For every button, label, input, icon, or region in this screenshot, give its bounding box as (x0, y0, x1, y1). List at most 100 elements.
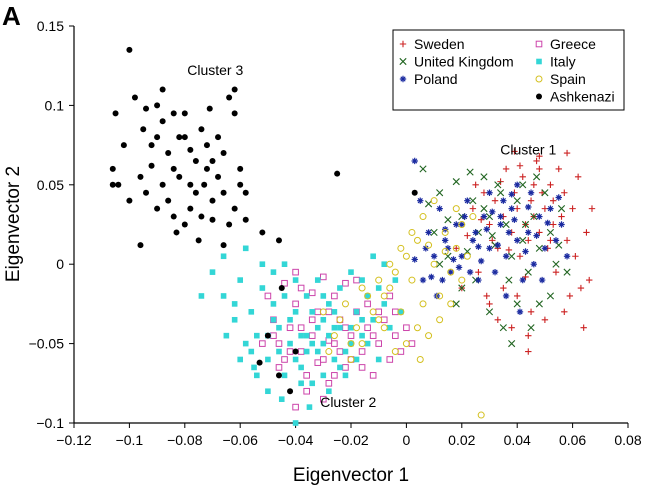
legend-label: Sweden (414, 36, 465, 52)
data-point (502, 220, 510, 229)
data-point (264, 292, 272, 300)
data-point (499, 324, 507, 332)
x-axis-ticks: −0.12 −0.1 −0.08 −0.06 −0.04 −0.02 0 0.02 0.04 0.… (56, 423, 642, 448)
data-point (297, 348, 305, 355)
data-point (519, 276, 526, 284)
data-point (574, 173, 582, 181)
data-point (419, 276, 427, 284)
data-point (231, 110, 238, 117)
legend-item: Italy (536, 54, 576, 70)
data-point (287, 388, 294, 395)
data-point (242, 189, 249, 196)
data-point (508, 324, 515, 331)
data-point (326, 301, 332, 307)
data-point (419, 300, 427, 308)
y-axis-title: Eigenvector 2 (3, 166, 24, 282)
data-point (452, 300, 460, 308)
data-point (561, 189, 568, 196)
legend-label: Poland (414, 71, 458, 87)
data-point (541, 189, 549, 197)
data-point (480, 213, 488, 220)
x-tick-label: 0.06 (559, 432, 586, 448)
data-point (430, 253, 438, 260)
data-point (508, 191, 515, 198)
data-point (309, 380, 316, 387)
legend-label: Spain (550, 71, 586, 87)
data-point (165, 197, 172, 204)
data-point (358, 284, 366, 292)
data-point (514, 205, 521, 212)
data-point (187, 146, 194, 153)
data-point (475, 243, 482, 250)
data-point (154, 102, 161, 109)
data-point (275, 340, 283, 347)
data-point (550, 221, 557, 228)
data-point (209, 157, 216, 164)
data-point (195, 237, 202, 244)
data-point (181, 221, 188, 228)
data-point (397, 308, 405, 316)
data-point (514, 292, 521, 300)
data-point (242, 340, 249, 347)
legend-marker (535, 75, 543, 83)
data-point (120, 142, 127, 149)
data-point (439, 276, 446, 284)
data-point (223, 332, 230, 339)
data-point (348, 324, 354, 331)
y-tick-label: 0 (56, 256, 64, 272)
data-point (552, 268, 560, 276)
data-point (555, 241, 563, 249)
data-point (264, 332, 271, 339)
data-point (337, 285, 343, 291)
data-point (331, 356, 338, 363)
data-point (297, 284, 305, 292)
data-point (364, 300, 371, 308)
data-point (558, 221, 565, 228)
data-point (131, 94, 138, 101)
data-point (436, 316, 444, 324)
data-point (342, 364, 349, 371)
data-point (347, 332, 355, 339)
data-point (342, 372, 349, 379)
data-point (466, 168, 474, 176)
data-point (187, 205, 194, 212)
data-point (143, 105, 150, 112)
data-point (181, 134, 188, 141)
cluster-annotations: Cluster 1 Cluster 2 Cluster 3 (187, 62, 556, 410)
data-point (325, 337, 333, 344)
data-point (455, 264, 463, 271)
data-point (287, 316, 293, 323)
x-tick-label: −0.12 (56, 432, 92, 448)
data-point (413, 324, 421, 332)
data-point (497, 213, 504, 220)
data-point (547, 205, 554, 212)
data-point (430, 197, 438, 205)
data-point (159, 118, 166, 125)
y-tick-label: 0.05 (37, 177, 64, 193)
data-point (380, 292, 388, 300)
data-point (483, 292, 490, 300)
x-tick-label: −0.06 (222, 432, 258, 448)
data-point (419, 165, 427, 173)
data-point (265, 388, 271, 395)
data-point (480, 189, 488, 196)
data-point (566, 292, 574, 300)
data-point (320, 372, 327, 379)
data-point (533, 173, 541, 181)
legend-label: Ashkenazi (550, 89, 615, 105)
data-point (514, 237, 521, 244)
data-point (325, 308, 333, 316)
data-point (444, 216, 452, 224)
data-point (270, 269, 277, 275)
data-point (391, 348, 399, 356)
data-point (541, 245, 549, 252)
data-point (480, 173, 488, 181)
data-point (326, 332, 332, 339)
cluster-label: Cluster 2 (320, 394, 376, 410)
legend-item: Spain (535, 71, 586, 87)
data-point (530, 261, 538, 268)
y-tick-label: 0.1 (45, 97, 65, 113)
series-ashkenazi (109, 46, 418, 395)
data-point (286, 324, 294, 332)
data-point (535, 300, 543, 308)
